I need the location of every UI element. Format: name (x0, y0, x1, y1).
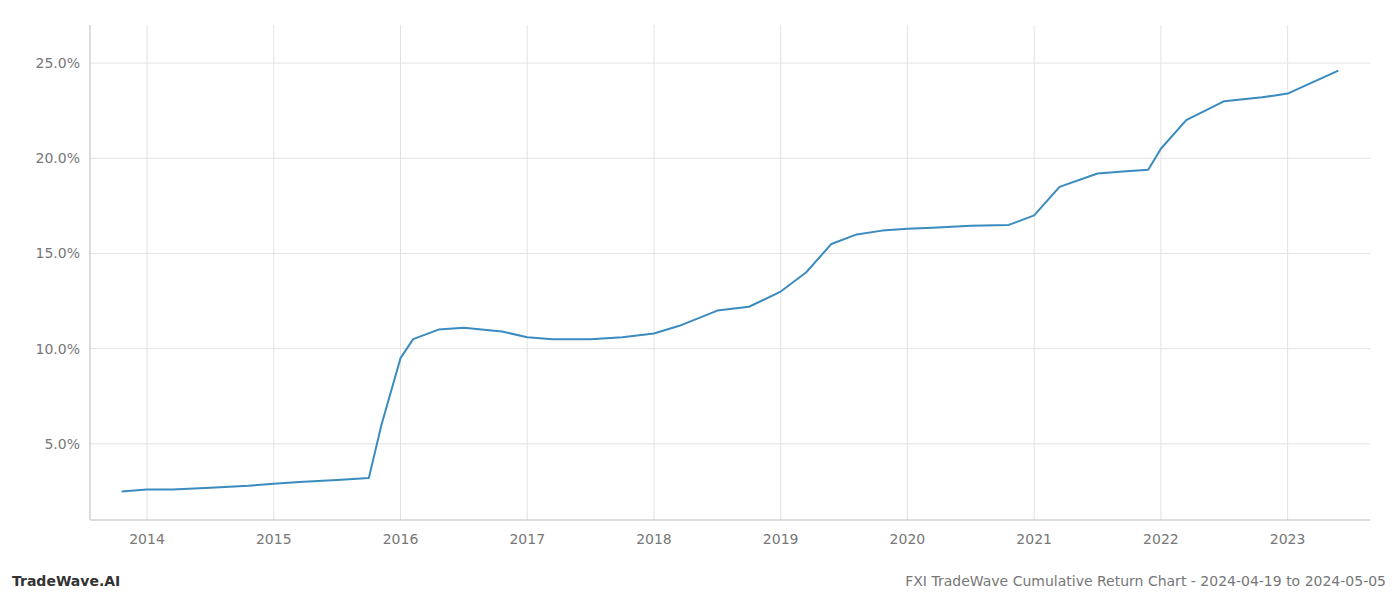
y-grid-line (90, 63, 1370, 64)
y-tick-label: 25.0% (36, 55, 80, 71)
x-grid-line (527, 25, 528, 520)
x-grid-line (653, 25, 654, 520)
title: FXI TradeWave Cumulative Return Chart - … (905, 573, 1386, 589)
y-grid-line (90, 158, 1370, 159)
x-tick-label: 2023 (1270, 531, 1306, 547)
y-grid-line (90, 348, 1370, 349)
chart: 2014 2015 2016 2017 2018 2019 2020 2021 2022 2023… (0, 0, 1400, 600)
grid (90, 25, 1370, 520)
x-grid-line (273, 25, 274, 520)
y-tick-label: 20.0% (36, 150, 80, 166)
x-tick-label: 2016 (383, 531, 419, 547)
x-tick-label: 2022 (1143, 531, 1179, 547)
x-tick-label: 2017 (509, 531, 545, 547)
watermark: TradeWave.AI (12, 573, 120, 589)
y-grid-line (90, 443, 1370, 444)
x-grid-line (1287, 25, 1288, 520)
x-grid-line (147, 25, 148, 520)
x-grid-line (780, 25, 781, 520)
x-tick-label: 2018 (636, 531, 672, 547)
x-tick-label: 2021 (1016, 531, 1052, 547)
x-grid-line (907, 25, 908, 520)
x-tick-label: 2015 (256, 531, 292, 547)
x-grid-line (1160, 25, 1161, 520)
y-grid-line (90, 253, 1370, 254)
plot-area (122, 71, 1339, 492)
background (0, 0, 1400, 600)
x-grid-line (1034, 25, 1035, 520)
y-tick-label: 15.0% (36, 245, 80, 261)
tick-labels: 2014 2015 2016 2017 2018 2019 2020 2021 2022 2023… (36, 55, 1306, 547)
y-tick-label: 5.0% (44, 436, 80, 452)
x-axis-line (90, 520, 1370, 521)
line (122, 71, 1339, 492)
x-tick-label: 2014 (129, 531, 165, 547)
y-axis-line (90, 25, 91, 520)
x-tick-label: 2020 (890, 531, 926, 547)
x-tick-label: 2019 (763, 531, 799, 547)
y-tick-label: 10.0% (36, 341, 80, 357)
x-grid-line (400, 25, 401, 520)
